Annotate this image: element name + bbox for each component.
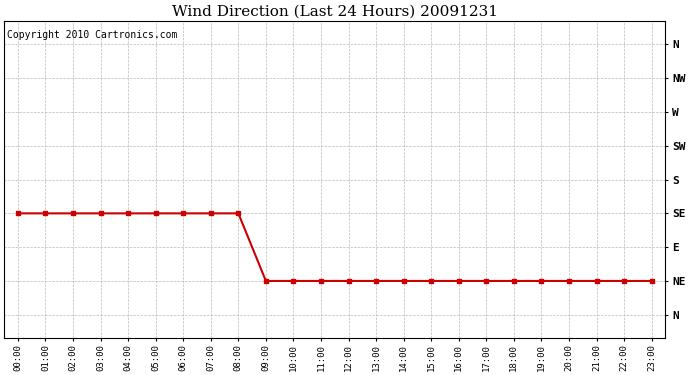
Text: Copyright 2010 Cartronics.com: Copyright 2010 Cartronics.com	[8, 30, 178, 40]
Title: Wind Direction (Last 24 Hours) 20091231: Wind Direction (Last 24 Hours) 20091231	[172, 4, 497, 18]
